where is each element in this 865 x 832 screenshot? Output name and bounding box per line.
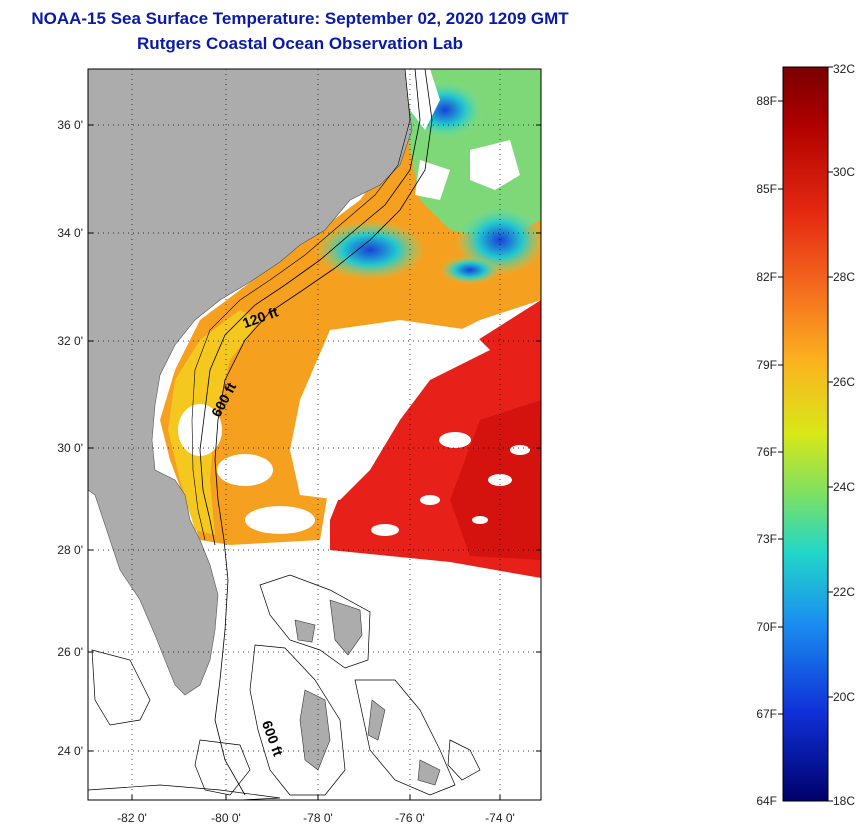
cb-f-82: 82F xyxy=(756,270,777,284)
cb-c-24: 24C xyxy=(833,480,855,494)
lat-label-30: 30 0' xyxy=(57,441,83,455)
lat-label-36: 36 0' xyxy=(57,118,83,132)
sst-cool-eddy-1 xyxy=(315,220,425,280)
cb-c-32: 32C xyxy=(833,62,855,76)
lat-label-24: 24 0' xyxy=(57,744,83,758)
sst-cool-eddy-4 xyxy=(440,256,500,284)
map-subtitle: Rutgers Coastal Ocean Observation Lab xyxy=(137,34,463,53)
bank-contours xyxy=(88,574,481,800)
cb-f-79: 79F xyxy=(756,358,777,372)
cb-f-76: 76F xyxy=(756,445,777,459)
cb-c-28: 28C xyxy=(833,270,855,284)
cb-f-73: 73F xyxy=(756,532,777,546)
graticule xyxy=(88,69,541,800)
colorbar xyxy=(782,66,829,802)
cb-c-22: 22C xyxy=(833,585,855,599)
lon-label-80: -80 0' xyxy=(211,811,241,825)
cb-c-18: 18C xyxy=(833,794,855,808)
lon-label-78: -78 0' xyxy=(303,811,333,825)
cb-f-70: 70F xyxy=(756,620,777,634)
land-southeast-us xyxy=(88,69,413,696)
lon-label-76: -76 0' xyxy=(395,811,425,825)
isobath-600ft xyxy=(214,69,433,796)
bahamas-islands xyxy=(294,599,441,786)
cb-f-85: 85F xyxy=(756,182,777,196)
lon-label-74: -74 0' xyxy=(485,811,515,825)
lat-label-34: 34 0' xyxy=(57,226,83,240)
cb-f-67: 67F xyxy=(756,707,777,721)
cb-c-20: 20C xyxy=(833,690,855,704)
lat-label-26: 26 0' xyxy=(57,645,83,659)
lat-label-32: 32 0' xyxy=(57,334,83,348)
colorbar-ticks xyxy=(778,66,833,802)
isobath-inner xyxy=(191,69,411,541)
map-title: NOAA-15 Sea Surface Temperature: Septemb… xyxy=(31,9,569,28)
cb-f-64: 64F xyxy=(756,794,777,808)
lon-label-82: -82 0' xyxy=(117,811,147,825)
map-frame xyxy=(87,68,542,801)
lat-label-28: 28 0' xyxy=(57,543,83,557)
cb-c-26: 26C xyxy=(833,375,855,389)
cb-f-88: 88F xyxy=(756,94,777,108)
tick-marks xyxy=(88,124,541,800)
cb-c-30: 30C xyxy=(833,165,855,179)
isobath-120ft xyxy=(199,69,421,546)
